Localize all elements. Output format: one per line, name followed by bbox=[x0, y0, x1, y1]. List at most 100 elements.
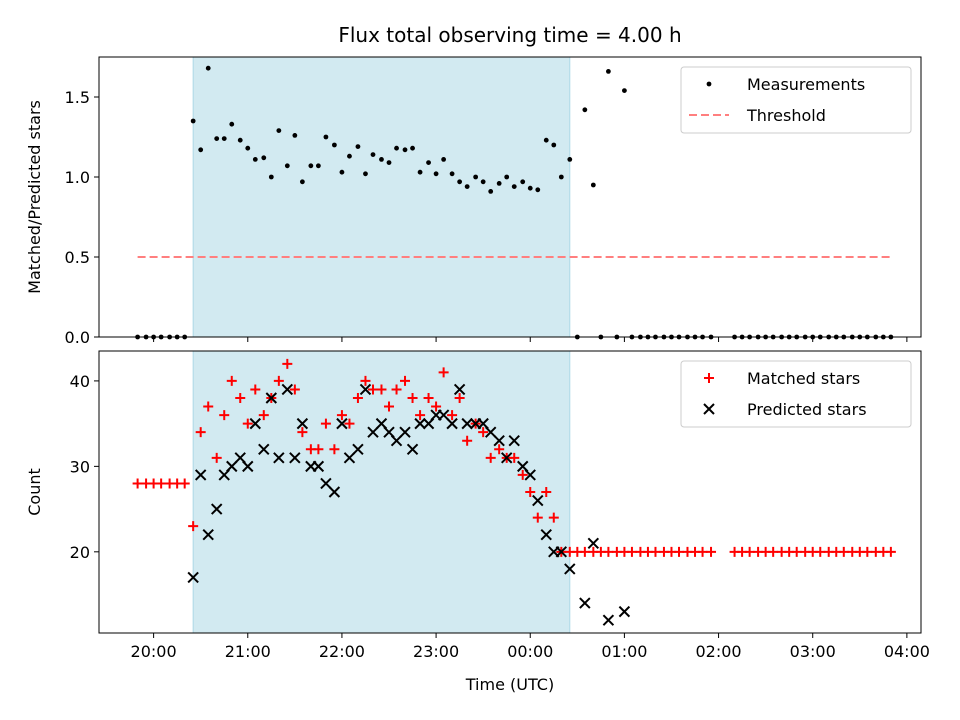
measurement-point bbox=[308, 163, 314, 169]
measurement-point bbox=[323, 134, 329, 140]
measurement-point bbox=[402, 147, 408, 153]
matched-point bbox=[509, 452, 520, 463]
matched-point bbox=[548, 512, 559, 523]
predicted-point bbox=[296, 417, 309, 430]
predicted-point bbox=[437, 409, 450, 421]
matched-point bbox=[203, 401, 214, 412]
matched-point bbox=[226, 375, 237, 386]
predicted-point bbox=[555, 546, 568, 558]
legend-plus-icon bbox=[704, 373, 714, 383]
x-tick-label: 03:00 bbox=[790, 642, 836, 661]
measurement-point bbox=[221, 136, 227, 142]
matched-point bbox=[768, 546, 779, 557]
ratio-panel: 0.0 0.5 1.0 1.5 Matched/Predicted stars Measu… bbox=[25, 56, 922, 347]
legend-label: Matched stars bbox=[747, 369, 860, 388]
measurement-point bbox=[355, 144, 361, 150]
measurement-point bbox=[527, 185, 533, 191]
measurement-point bbox=[363, 171, 368, 177]
x-tick-label: 01:00 bbox=[601, 642, 647, 661]
matched-point bbox=[250, 384, 261, 395]
matched-point bbox=[462, 435, 473, 446]
legend-label: Threshold bbox=[746, 106, 826, 125]
matched-point bbox=[258, 410, 269, 421]
observing-window-span bbox=[192, 56, 571, 338]
matched-point bbox=[791, 546, 802, 557]
measurement-point bbox=[245, 145, 251, 151]
measurement-point bbox=[347, 153, 352, 159]
x-tick-label: 02:00 bbox=[696, 642, 742, 661]
predicted-point bbox=[446, 417, 458, 430]
matched-point bbox=[423, 393, 434, 403]
measurement-point bbox=[268, 174, 274, 180]
measurement-point bbox=[410, 145, 415, 151]
matched-point bbox=[744, 546, 755, 557]
matched-point bbox=[368, 384, 378, 395]
y-axis-label: Matched/Predicted stars bbox=[25, 100, 44, 294]
measurement-point bbox=[252, 157, 258, 162]
matched-point bbox=[579, 546, 590, 557]
legend-label: Measurements bbox=[747, 75, 865, 94]
matched-point bbox=[384, 401, 395, 412]
predicted-point bbox=[508, 435, 520, 447]
measurement-point bbox=[488, 189, 494, 194]
predicted-point bbox=[273, 452, 285, 464]
matched-point bbox=[391, 384, 402, 395]
matched-point bbox=[697, 546, 708, 557]
measurement-point bbox=[520, 179, 526, 185]
measurement-point bbox=[292, 133, 298, 138]
measurement-point bbox=[543, 137, 549, 143]
legend-box bbox=[680, 66, 912, 134]
predicted-point bbox=[390, 435, 403, 447]
x-tick-label: 00:00 bbox=[507, 642, 553, 661]
matched-point bbox=[242, 418, 253, 429]
x-tick-label: 20:00 bbox=[131, 642, 177, 661]
measurement-point bbox=[386, 160, 392, 166]
measurement-point bbox=[190, 118, 196, 124]
matched-point bbox=[815, 546, 826, 557]
measurement-point bbox=[535, 187, 541, 193]
matched-point bbox=[454, 393, 465, 403]
measurement-point bbox=[426, 160, 431, 166]
matched-point bbox=[400, 375, 411, 386]
predicted-point bbox=[532, 494, 544, 507]
predicted-point bbox=[587, 537, 600, 549]
axes-frame bbox=[98, 56, 922, 338]
matched-point bbox=[438, 367, 449, 378]
predicted-point bbox=[202, 529, 214, 541]
legend: Measurements Threshold bbox=[680, 66, 912, 134]
legend-box bbox=[680, 360, 912, 428]
measurement-point bbox=[394, 145, 399, 151]
matched-point bbox=[179, 478, 190, 489]
matched-point bbox=[195, 427, 206, 438]
measurement-point bbox=[496, 181, 502, 186]
predicted-point bbox=[453, 383, 466, 396]
measurement-point bbox=[449, 171, 455, 177]
predicted-point bbox=[359, 383, 372, 396]
measurement-point bbox=[590, 182, 596, 188]
measurement-point bbox=[276, 128, 282, 134]
predicted-point bbox=[524, 469, 536, 481]
matched-point bbox=[541, 487, 552, 497]
matched-point bbox=[297, 427, 308, 438]
matched-point bbox=[289, 384, 300, 395]
chart-title: Flux total observing time = 4.00 h bbox=[338, 23, 681, 47]
matched-point bbox=[188, 521, 199, 532]
matched-point bbox=[650, 546, 661, 557]
matched-point bbox=[273, 375, 284, 386]
matched-point bbox=[407, 393, 418, 403]
measurement-point bbox=[433, 171, 439, 177]
measurement-point bbox=[370, 152, 376, 158]
matched-point bbox=[862, 546, 873, 557]
measurement-point bbox=[339, 169, 345, 175]
measurement-point bbox=[582, 107, 588, 113]
measurement-point bbox=[214, 136, 220, 142]
matched-point bbox=[156, 478, 167, 489]
matched-point bbox=[344, 418, 355, 429]
predicted-point bbox=[312, 460, 325, 473]
measurement-point bbox=[284, 163, 290, 169]
y-tick-label: 0.5 bbox=[65, 248, 90, 267]
predicted-point bbox=[399, 426, 411, 438]
predicted-point bbox=[210, 503, 223, 515]
predicted-point bbox=[226, 460, 238, 473]
predicted-point bbox=[320, 477, 332, 490]
